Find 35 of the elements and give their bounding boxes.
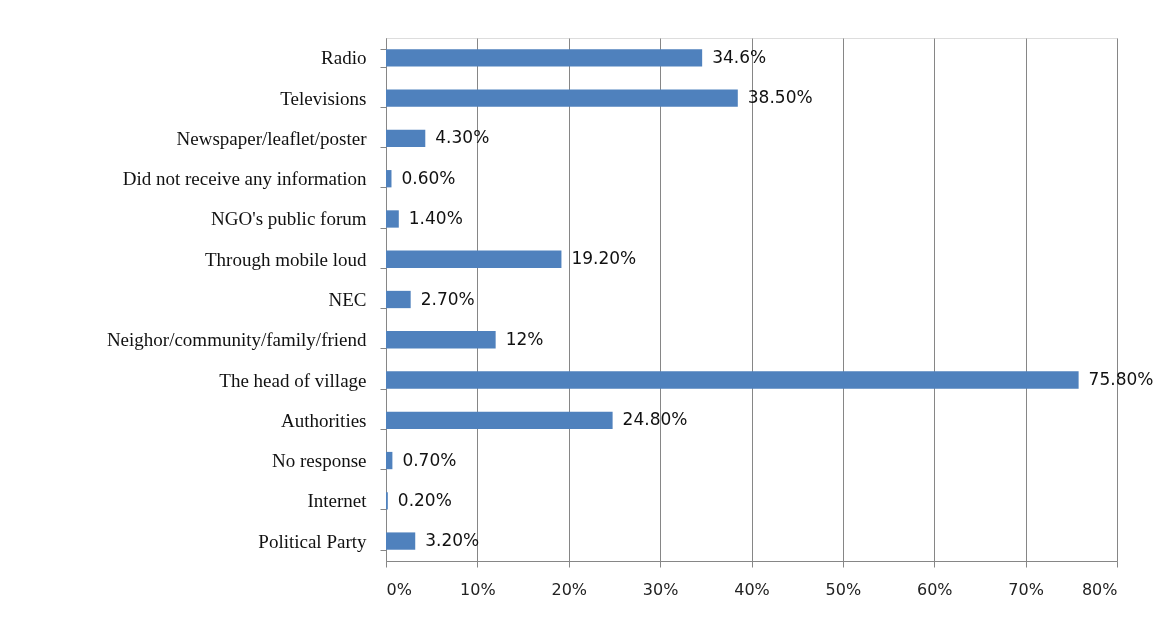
x-tick-label: 30% [642, 579, 679, 599]
x-tick-label: 80% [1081, 579, 1118, 599]
y-tick-label: NGO's public forum [211, 208, 367, 230]
x-tick-label: 0% [386, 579, 412, 599]
y-tick-label: Political Party [258, 530, 367, 552]
y-tick-label: NEC [328, 289, 367, 310]
data-label: 24.80% [622, 409, 688, 430]
data-label: 19.20% [571, 248, 637, 269]
data-label: 3.20% [425, 530, 480, 551]
y-tick-label: Authorities [281, 409, 367, 431]
data-label: 0.70% [402, 449, 457, 470]
data-label: 34.6% [712, 46, 767, 67]
y-tick-label: The head of village [219, 369, 367, 391]
data-label: 1.40% [408, 207, 463, 228]
y-tick-label: Televisions [280, 87, 367, 109]
y-tick-label: Internet [307, 490, 368, 512]
y-tick-label: Neighor/community/family/friend [106, 329, 367, 351]
y-tick-label: Through mobile loud [205, 248, 367, 270]
data-label: 2.70% [420, 288, 475, 309]
x-tick-label: 70% [1008, 579, 1044, 599]
data-label: 75.80% [1088, 369, 1154, 390]
data-label: 38.50% [747, 87, 813, 108]
data-label: 0.20% [397, 489, 452, 510]
data-label: 4.30% [435, 127, 490, 148]
data-label: 12% [505, 328, 544, 349]
x-tick-label: 40% [734, 579, 770, 599]
y-tick-label: Did not receive any information [122, 168, 367, 190]
x-tick-label: 20% [551, 579, 588, 599]
x-tick-label: 50% [825, 579, 862, 599]
x-tick-label: 60% [916, 579, 953, 599]
y-tick-label: No response [272, 450, 367, 472]
data-label: 0.60% [401, 167, 456, 188]
y-tick-label: Radio [321, 47, 367, 69]
x-tick-label: 10% [460, 579, 496, 599]
y-tick-label: Newspaper/leaflet/poster [176, 127, 368, 149]
